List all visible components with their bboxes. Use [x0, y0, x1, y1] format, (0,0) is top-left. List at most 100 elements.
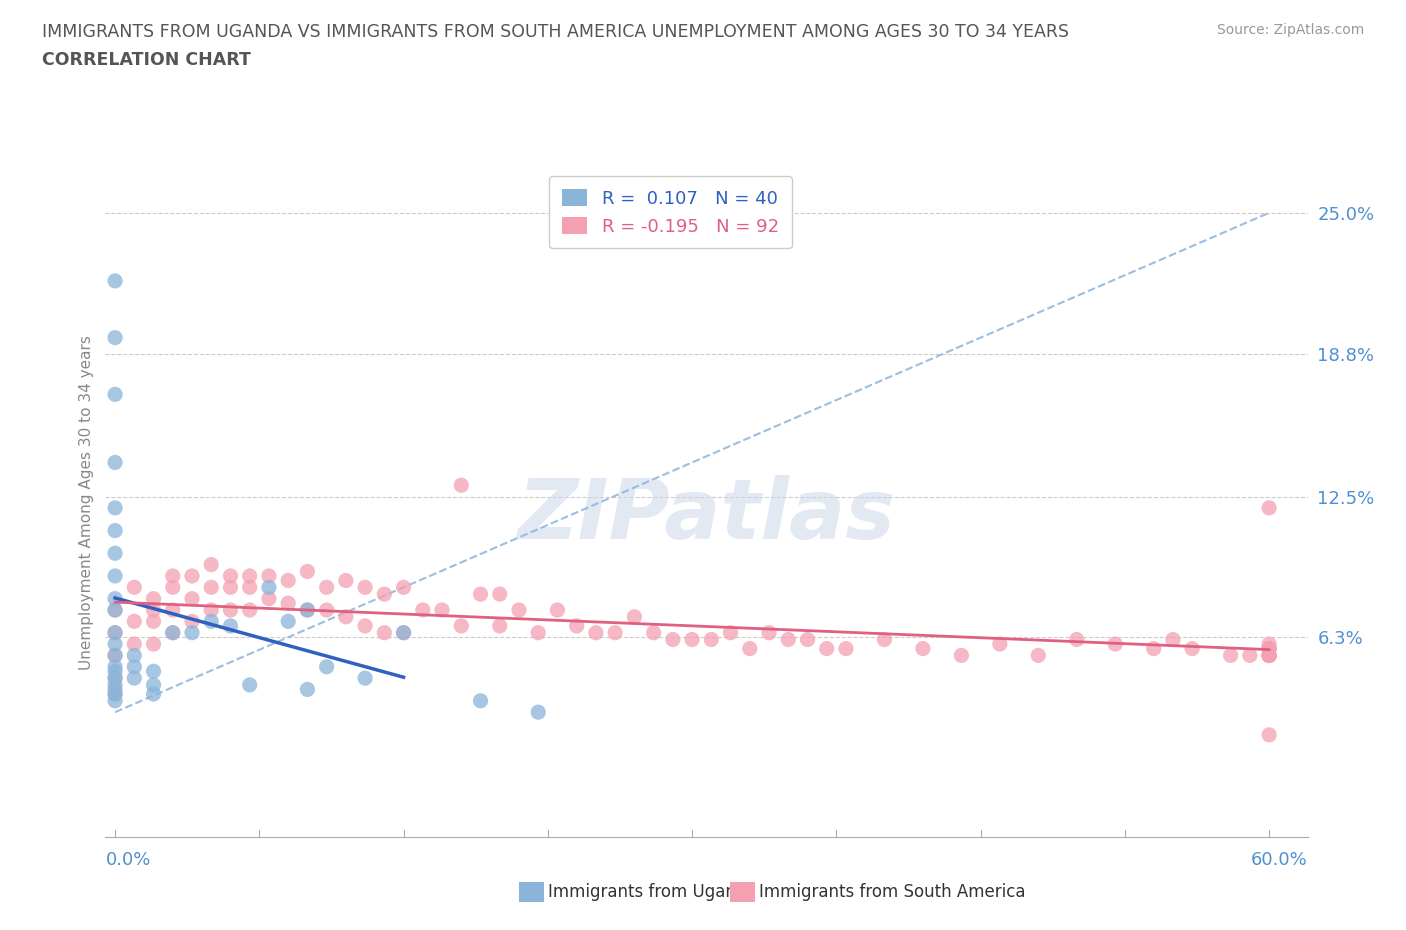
Point — [104, 603, 127, 618]
Point — [430, 603, 453, 618]
Point — [565, 618, 588, 633]
Text: IMMIGRANTS FROM UGANDA VS IMMIGRANTS FROM SOUTH AMERICA UNEMPLOYMENT AMONG AGES : IMMIGRANTS FROM UGANDA VS IMMIGRANTS FRO… — [42, 23, 1069, 41]
Point — [104, 686, 127, 701]
Point — [354, 618, 377, 633]
Point — [277, 573, 299, 588]
Point — [1258, 641, 1281, 656]
Point — [142, 677, 165, 692]
Point — [585, 625, 607, 640]
Point — [239, 568, 262, 583]
Point — [257, 580, 280, 595]
Point — [104, 671, 127, 685]
Point — [104, 637, 127, 652]
Point — [104, 568, 127, 583]
Point — [354, 671, 377, 685]
Point — [1026, 648, 1049, 663]
Point — [124, 580, 146, 595]
Point — [124, 659, 146, 674]
Point — [181, 625, 204, 640]
Point — [142, 686, 165, 701]
Point — [104, 625, 127, 640]
Point — [181, 591, 204, 606]
Point — [700, 632, 723, 647]
Point — [605, 625, 627, 640]
Point — [1161, 632, 1184, 647]
Point — [104, 591, 127, 606]
Point — [142, 637, 165, 652]
Point — [297, 603, 319, 618]
Point — [488, 587, 510, 602]
Point — [104, 648, 127, 663]
Point — [1258, 727, 1281, 742]
Point — [835, 641, 858, 656]
Point — [181, 568, 204, 583]
Point — [200, 557, 222, 572]
Point — [488, 618, 510, 633]
Point — [181, 614, 204, 629]
Point — [1258, 648, 1281, 663]
Legend: R =  0.107   N = 40, R = -0.195   N = 92: R = 0.107 N = 40, R = -0.195 N = 92 — [550, 177, 792, 248]
Point — [162, 580, 184, 595]
Point — [470, 694, 492, 709]
Point — [219, 580, 242, 595]
Point — [104, 682, 127, 697]
Text: 60.0%: 60.0% — [1251, 851, 1308, 870]
Point — [297, 603, 319, 618]
Point — [392, 625, 415, 640]
Point — [104, 625, 127, 640]
Point — [1239, 648, 1261, 663]
Point — [297, 682, 319, 697]
Point — [162, 568, 184, 583]
Point — [104, 455, 127, 470]
Point — [200, 603, 222, 618]
Point — [219, 603, 242, 618]
Point — [527, 705, 550, 720]
Point — [104, 671, 127, 685]
Point — [527, 625, 550, 640]
Point — [200, 580, 222, 595]
Point — [873, 632, 896, 647]
Text: Immigrants from Uganda: Immigrants from Uganda — [548, 883, 756, 901]
Point — [277, 614, 299, 629]
Point — [162, 603, 184, 618]
Point — [335, 573, 357, 588]
Point — [1143, 641, 1166, 656]
Point — [257, 591, 280, 606]
Point — [738, 641, 761, 656]
Text: ZIPatlas: ZIPatlas — [517, 475, 896, 556]
Point — [1258, 648, 1281, 663]
Point — [335, 609, 357, 624]
Point — [142, 603, 165, 618]
Point — [412, 603, 434, 618]
Point — [546, 603, 568, 618]
Point — [124, 648, 146, 663]
Point — [373, 625, 395, 640]
Point — [315, 603, 337, 618]
Point — [1181, 641, 1204, 656]
Point — [277, 596, 299, 611]
Point — [104, 273, 127, 288]
Point — [950, 648, 973, 663]
Point — [720, 625, 742, 640]
Point — [315, 580, 337, 595]
Point — [315, 659, 337, 674]
Point — [1258, 641, 1281, 656]
Point — [758, 625, 780, 640]
Point — [142, 664, 165, 679]
Point — [911, 641, 934, 656]
Point — [392, 580, 415, 595]
Point — [643, 625, 665, 640]
Text: Immigrants from South America: Immigrants from South America — [759, 883, 1026, 901]
Point — [297, 564, 319, 578]
Point — [219, 618, 242, 633]
Point — [104, 659, 127, 674]
Point — [162, 625, 184, 640]
Point — [470, 587, 492, 602]
Point — [623, 609, 645, 624]
Point — [142, 591, 165, 606]
Point — [219, 568, 242, 583]
Point — [373, 587, 395, 602]
Point — [104, 664, 127, 679]
Text: 0.0%: 0.0% — [105, 851, 150, 870]
Point — [1258, 648, 1281, 663]
